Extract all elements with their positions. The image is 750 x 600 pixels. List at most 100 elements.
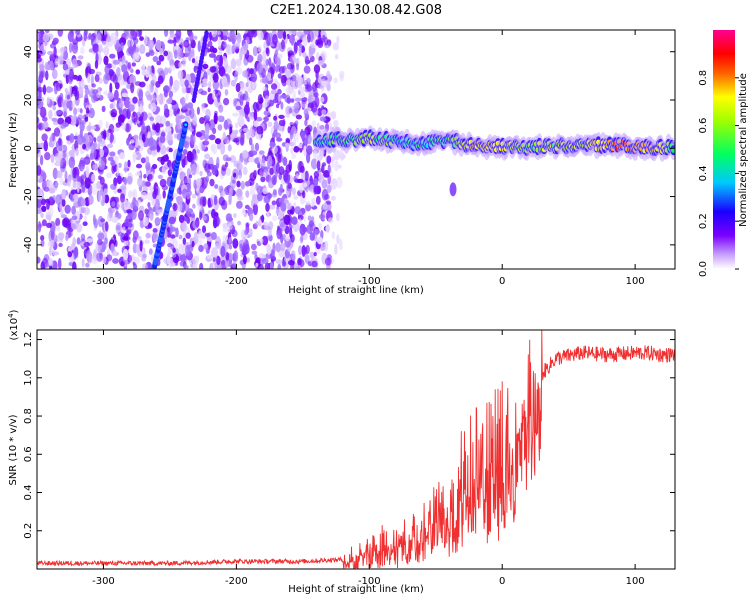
noise-dot [220, 246, 226, 258]
noise-dot [169, 75, 173, 87]
band-core [671, 147, 675, 153]
noise-dot [79, 120, 87, 125]
noise-dot [71, 100, 76, 110]
noise-dot [245, 190, 250, 198]
noise-dot [132, 111, 136, 118]
noise-dot [94, 59, 99, 69]
noise-dot [118, 57, 123, 68]
noise-dot [301, 97, 308, 102]
noise-dot [295, 131, 300, 142]
noise-dot [262, 50, 267, 62]
noise-dot [152, 123, 156, 131]
noise-dot [298, 48, 302, 57]
noise-dot [324, 240, 329, 252]
noise-dot [244, 180, 251, 187]
noise-dot [110, 243, 115, 254]
noise-dot [141, 180, 147, 188]
noise-dot [285, 143, 290, 148]
noise-dot [316, 160, 321, 171]
noise-dot [255, 220, 259, 227]
noise-dot [273, 120, 279, 132]
noise-dot [98, 160, 106, 171]
noise-dot [57, 117, 65, 125]
noise-dot [84, 116, 89, 123]
noise-dot [195, 187, 200, 194]
noise-dot [178, 214, 185, 224]
noise-dot [63, 110, 67, 118]
noise-dot [313, 252, 317, 257]
noise-dot [130, 30, 135, 36]
noise-dot [98, 191, 102, 202]
noise-dot [103, 148, 108, 153]
noise-dot [275, 162, 280, 174]
noise-dot [58, 131, 62, 139]
noise-dot [75, 181, 81, 188]
noise-dot [221, 190, 226, 197]
noise-dot [313, 64, 321, 74]
noise-dot [218, 65, 224, 71]
noise-dot [283, 171, 291, 184]
noise-dot [294, 206, 301, 215]
noise-dot [334, 243, 338, 255]
noise-dot [305, 133, 309, 140]
noise-dot [238, 158, 244, 164]
noise-dot [163, 103, 168, 114]
noise-dot [65, 69, 70, 76]
noise-dot [55, 170, 63, 179]
noise-dot [159, 251, 164, 259]
noise-dot [183, 265, 189, 269]
noise-dot [57, 232, 65, 240]
noise-dot [321, 179, 328, 189]
noise-dot [135, 150, 142, 161]
noise-dot [322, 202, 328, 210]
noise-dot [145, 52, 151, 57]
noise-dot [64, 170, 68, 181]
noise-dot [37, 209, 42, 215]
noise-dot [52, 105, 56, 111]
noise-dot [303, 182, 308, 188]
noise-dot [49, 87, 54, 92]
noise-dot [336, 35, 340, 44]
noise-dot [317, 236, 323, 245]
noise-dot [192, 255, 199, 266]
noise-dot [117, 188, 122, 193]
noise-dot [49, 187, 55, 193]
noise-dot [202, 78, 207, 83]
noise-dot [224, 258, 230, 269]
noise-dot [290, 98, 295, 103]
noise-dot [50, 153, 55, 164]
noise-dot [148, 248, 153, 255]
noise-dot [235, 82, 241, 93]
noise-dot [67, 71, 74, 83]
noise-dot [222, 35, 228, 41]
noise-dot [106, 36, 111, 43]
noise-dot [243, 43, 249, 51]
x-tick-label: -200 [225, 576, 248, 587]
noise-dot [282, 30, 287, 40]
noise-dot [191, 193, 197, 199]
noise-dot [249, 213, 254, 222]
noise-dot [248, 137, 253, 146]
noise-dot [275, 242, 281, 253]
noise-dot [216, 156, 220, 169]
noise-dot [239, 137, 245, 146]
noise-dot [274, 57, 281, 67]
noise-dot [236, 180, 241, 188]
noise-dot [130, 201, 134, 209]
noise-dot [253, 170, 257, 179]
noise-dot [49, 265, 53, 269]
noise-dot [40, 71, 44, 78]
noise-dot [202, 183, 207, 190]
noise-dot [94, 74, 100, 83]
noise-dot [246, 128, 251, 140]
noise-dot [127, 104, 135, 112]
noise-dot [73, 107, 78, 116]
noise-dot [44, 152, 51, 161]
noise-dot [160, 156, 165, 166]
noise-dot [311, 120, 317, 128]
noise-dot [69, 230, 73, 237]
noise-dot [244, 204, 250, 210]
noise-dot [174, 49, 178, 59]
noise-dot [313, 92, 319, 98]
noise-dot [139, 44, 146, 55]
